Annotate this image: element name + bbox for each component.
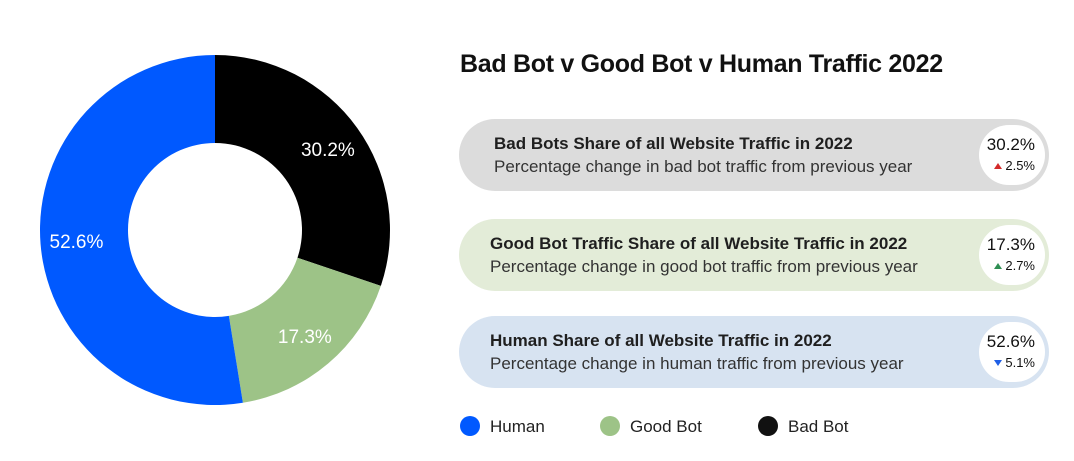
slice-label-human: 52.6%	[50, 232, 104, 253]
card-value: 30.2%	[986, 135, 1035, 154]
legend-swatch	[460, 416, 480, 436]
card-delta: 5.1%	[994, 355, 1035, 370]
card-human: Human Share of all Website Traffic in 20…	[459, 316, 1049, 388]
card-bad-bot: Bad Bots Share of all Website Traffic in…	[459, 119, 1049, 191]
delta-value: 2.7%	[1005, 258, 1035, 273]
delta-value: 5.1%	[1005, 355, 1035, 370]
arrow-down-icon	[994, 360, 1003, 366]
legend-label: Good Bot	[630, 417, 702, 436]
slice-label-bad-bot: 30.2%	[301, 140, 355, 161]
delta-value: 2.5%	[1005, 158, 1035, 173]
card-label: Good Bot Traffic Share of all Website Tr…	[490, 234, 908, 253]
donut-chart-svg: 30.2% 17.3% 52.6%	[39, 55, 390, 405]
card-label: Human Share of all Website Traffic in 20…	[490, 331, 832, 350]
card-value: 17.3%	[986, 235, 1035, 254]
chart-title: Bad Bot v Good Bot v Human Traffic 2022	[460, 50, 943, 78]
card-sub: Percentage change in human traffic from …	[490, 354, 904, 373]
slice-label-good-bot: 17.3%	[278, 327, 332, 348]
value-badge: 17.3% 2.7%	[979, 225, 1045, 285]
card-good-bot: Good Bot Traffic Share of all Website Tr…	[459, 219, 1049, 291]
donut-slice-human	[39, 55, 243, 405]
arrow-up-icon	[994, 163, 1003, 169]
legend-swatch	[758, 416, 778, 436]
card-value: 52.6%	[986, 332, 1035, 351]
card-delta: 2.5%	[994, 158, 1035, 173]
arrow-up-icon	[994, 263, 1003, 269]
legend-swatch	[600, 416, 620, 436]
value-badge: 30.2% 2.5%	[979, 125, 1045, 185]
donut-slice-bad-bot	[215, 55, 390, 286]
card-sub: Percentage change in bad bot traffic fro…	[494, 157, 913, 176]
donut-slice-good-bot	[228, 257, 381, 403]
legend-label: Human	[490, 417, 545, 436]
value-badge: 52.6% 5.1%	[979, 322, 1045, 382]
card-label: Bad Bots Share of all Website Traffic in…	[494, 134, 853, 153]
legend-label: Bad Bot	[788, 417, 849, 436]
donut-chart: 30.2% 17.3% 52.6%	[0, 0, 430, 461]
card-sub: Percentage change in good bot traffic fr…	[490, 257, 918, 276]
card-delta: 2.7%	[994, 258, 1035, 273]
